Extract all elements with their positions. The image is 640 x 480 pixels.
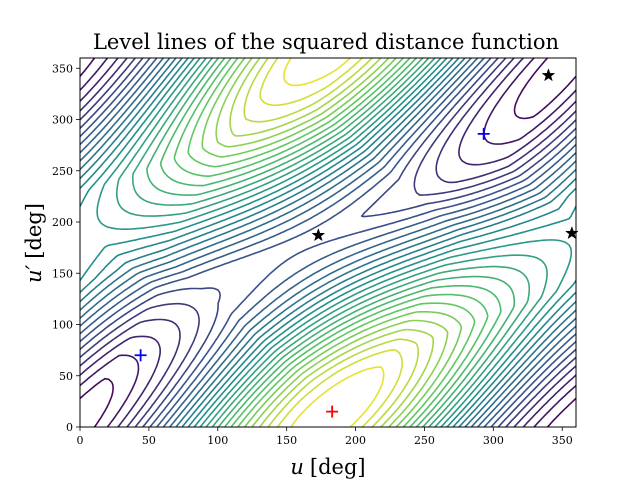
x-tick-label: 300 — [483, 434, 504, 447]
contour-level-line — [80, 58, 576, 427]
contour-level-line — [80, 58, 576, 427]
x-axis-unit: [deg] — [310, 455, 366, 479]
plot-frame — [79, 57, 577, 428]
y-tick-label: 350 — [52, 62, 73, 75]
contour-level-line — [187, 58, 476, 427]
y-axis-unit: [deg] — [22, 203, 46, 259]
marker-layer — [134, 68, 579, 418]
min-plus-marker — [134, 349, 147, 362]
x-tick-label: 200 — [345, 434, 366, 447]
y-tick-label: 150 — [52, 267, 73, 280]
contour-level-line — [201, 58, 463, 427]
y-tick-label: 100 — [52, 319, 73, 332]
y-tick-label: 200 — [52, 216, 73, 229]
contour-level-line — [80, 58, 576, 427]
contour-level-line — [173, 58, 489, 427]
contour-level-line — [80, 58, 576, 427]
x-tick-label: 150 — [276, 434, 297, 447]
contour-level-line — [80, 58, 576, 427]
contour-level-line — [80, 58, 576, 427]
contour-level-line — [229, 58, 434, 427]
contour-level-line — [259, 58, 403, 427]
y-tick-label: 300 — [52, 114, 73, 127]
contour-level-line — [132, 58, 531, 427]
contour-level-line — [283, 58, 385, 427]
y-axis-symbol: u′ — [22, 264, 46, 283]
chart-title: Level lines of the squared distance func… — [93, 30, 559, 54]
contour-level-line — [215, 58, 449, 427]
y-tick-label: 0 — [66, 421, 73, 434]
x-tick-label: 50 — [142, 434, 156, 447]
contour-level-line — [80, 58, 576, 427]
contour-level-line — [243, 58, 419, 427]
contour-level-line — [146, 58, 516, 427]
contour-level-line — [80, 58, 576, 427]
y-tick-label: 50 — [59, 370, 73, 383]
contour-level-line — [80, 58, 576, 427]
contour-level-line — [116, 58, 548, 427]
x-tick-label: 100 — [207, 434, 228, 447]
x-axis-label: u [deg] — [290, 455, 365, 479]
contour-level-line — [80, 58, 576, 427]
saddle-star-marker — [311, 228, 326, 242]
y-tick-label: 250 — [52, 165, 73, 178]
x-tick-label: 250 — [414, 434, 435, 447]
y-axis-label: u′ [deg] — [22, 203, 46, 283]
contour-level-line — [80, 58, 576, 427]
saddle-star-marker — [541, 68, 556, 82]
contour-lines — [80, 58, 576, 427]
x-tick-label: 350 — [552, 434, 573, 447]
max-plus-marker — [326, 405, 339, 418]
min-plus-marker — [477, 127, 490, 140]
x-tick-label: 0 — [77, 434, 84, 447]
y-axis-ticks: 0 50 100 150 200 250 300 350 — [52, 62, 80, 434]
x-axis-symbol: u — [290, 455, 304, 479]
x-axis-ticks: 0 50 100 150 200 250 300 350 — [77, 427, 573, 447]
contour-level-line — [80, 58, 576, 427]
